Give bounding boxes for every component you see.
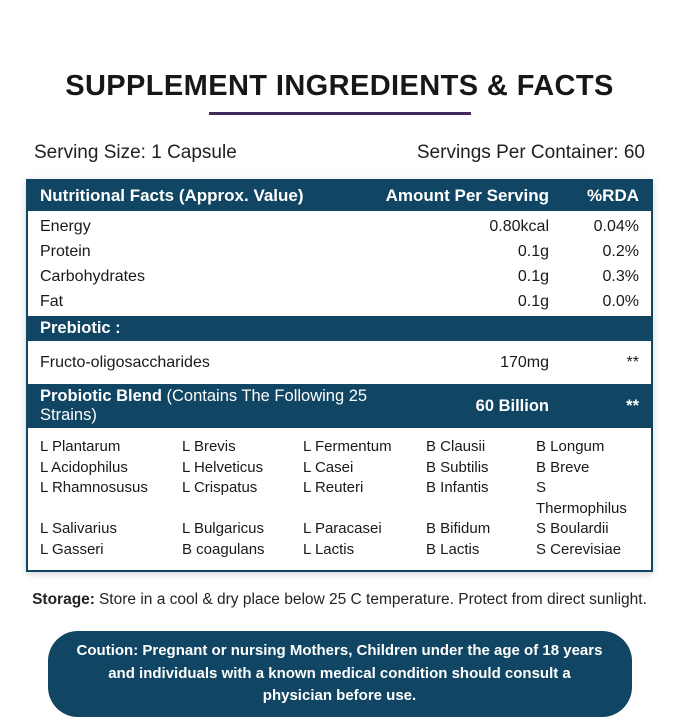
table-row-protein: Protein 0.1g 0.2% [28, 239, 651, 264]
strain-cell: L Helveticus [182, 458, 264, 476]
nutrient-amount: 0.1g [517, 243, 549, 260]
strain-cell: B Lactis [426, 540, 480, 558]
prebiotic-amount: 170mg [500, 354, 549, 371]
serving-info-row: Serving Size: 1 Capsule Servings Per Con… [34, 142, 645, 164]
strain-cell: B Longum [536, 438, 605, 455]
strain-cell: B Breve [536, 458, 590, 476]
probiotic-rda: ** [626, 396, 639, 415]
probiotic-header-bold: Probiotic Blend [40, 387, 167, 405]
strain-cell: L Fermentum [303, 438, 392, 455]
strains-grid: L Plantarum L Brevis L Fermentum B Claus… [28, 428, 651, 570]
table-header-bar: Nutritional Facts (Approx. Value) Amount… [28, 181, 651, 211]
strain-cell: B Bifidum [426, 520, 491, 537]
strain-cell: L Acidophilus [40, 458, 128, 476]
probiotic-section-bar: Probiotic Blend (Contains The Following … [28, 384, 651, 428]
table-row-fat: Fat 0.1g 0.0% [28, 289, 651, 314]
strain-cell: L Lactis [303, 540, 355, 558]
nutrient-rda: 0.0% [602, 293, 639, 310]
strain-cell: L Casei [303, 458, 354, 476]
strain-cell: B Clausii [426, 438, 486, 455]
storage-instructions: Storage: Store in a cool & dry place belo… [26, 591, 653, 609]
probiotic-amount: 60 Billion [475, 396, 549, 415]
serving-size-text: Serving Size: 1 Capsule [34, 142, 237, 163]
strain-cell: L Paracasei [303, 520, 382, 537]
nutrient-amount: 0.1g [517, 268, 549, 285]
nutrient-name: Energy [40, 218, 91, 235]
probiotic-header: Probiotic Blend (Contains The Following … [40, 387, 374, 425]
page-title: SUPPLEMENT INGREDIENTS & FACTS [65, 70, 614, 102]
header-amount-per-serving: Amount Per Serving [385, 186, 549, 205]
caution-banner: Coution: Pregnant or nursing Mothers, Ch… [47, 631, 632, 717]
header-rda: %RDA [587, 186, 639, 205]
nutrient-rda: 0.3% [602, 268, 639, 285]
nutrient-name: Fat [40, 293, 64, 310]
strain-cell: L Bulgaricus [182, 520, 264, 537]
prebiotic-header: Prebiotic : [40, 319, 121, 337]
title-underline [208, 112, 471, 115]
strain-cell: S Cerevisiae [536, 540, 622, 558]
prebiotic-rda: ** [626, 354, 639, 371]
header-nutritional-facts: Nutritional Facts (Approx. Value) [40, 186, 304, 205]
strain-cell: L Rhamnosusus [40, 479, 148, 496]
prebiotic-name: Fructo-oligosaccharides [40, 354, 210, 371]
table-row-carbohydrates: Carbohydrates 0.1g 0.3% [28, 264, 651, 289]
strain-cell: L Salivarius [40, 520, 117, 537]
probiotic-header-rest: (Contains The Following 25 Strains) [40, 387, 368, 424]
nutrient-name: Protein [40, 243, 91, 260]
strain-cell: L Brevis [182, 438, 236, 455]
strain-cell: S Boulardii [536, 520, 609, 537]
servings-per-container-text: Servings Per Container: 60 [416, 142, 645, 163]
storage-label: Storage: [32, 591, 95, 608]
strain-cell: S Thermophilus [536, 479, 627, 517]
strain-cell: L Plantarum [40, 438, 121, 455]
nutrient-rows: Energy 0.80kcal 0.04% Protein 0.1g 0.2% … [28, 211, 651, 316]
storage-text: Store in a cool & dry place below 25 C t… [98, 591, 647, 608]
prebiotic-section-bar: Prebiotic : [28, 316, 651, 341]
nutrient-rda: 0.2% [602, 243, 639, 260]
nutrient-name: Carbohydrates [40, 268, 145, 285]
nutrient-amount: 0.1g [517, 293, 549, 310]
nutrition-facts-table: Nutritional Facts (Approx. Value) Amount… [26, 179, 653, 572]
strain-cell: L Crispatus [182, 479, 258, 496]
strain-cell: B coagulans [182, 540, 265, 558]
table-row-fructo-oligosaccharides: Fructo-oligosaccharides 170mg ** [28, 341, 651, 384]
strain-cell: B Infantis [426, 479, 489, 496]
nutrient-amount: 0.80kcal [489, 218, 549, 235]
strain-cell: B Subtilis [426, 458, 489, 476]
strain-cell: L Reuteri [303, 479, 364, 496]
table-row-energy: Energy 0.80kcal 0.04% [28, 214, 651, 239]
strain-cell: L Gasseri [40, 540, 104, 558]
nutrient-rda: 0.04% [593, 218, 639, 235]
